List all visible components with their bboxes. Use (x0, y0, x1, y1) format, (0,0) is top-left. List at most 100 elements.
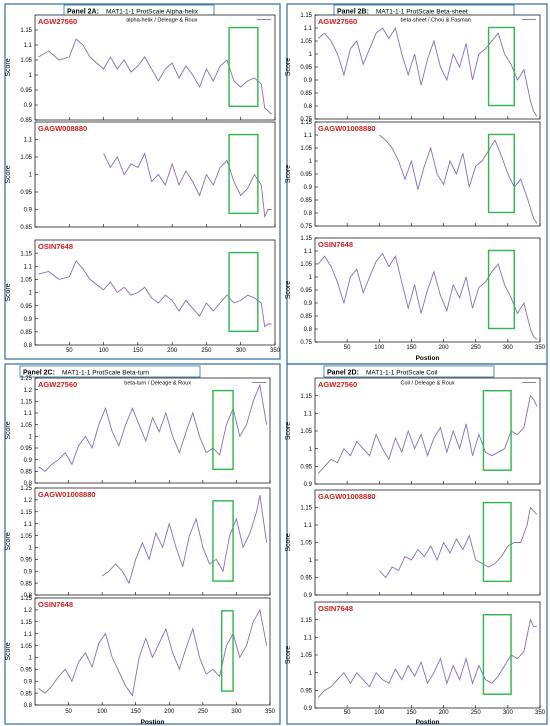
y-tick-label: 1 (309, 275, 313, 281)
x-tick-label: 50 (65, 709, 72, 715)
y-tick-label: 1.15 (300, 618, 312, 624)
series-line (317, 394, 538, 474)
y-tick-label: 1 (309, 159, 313, 165)
series-line (103, 152, 272, 219)
panel-border (4, 3, 281, 360)
highlight-box (228, 26, 259, 108)
y-tick-label: 0.85 (300, 91, 312, 97)
y-tick-label: 0.85 (20, 118, 32, 124)
highlight-box (487, 133, 515, 214)
y-tick-label: 0.75 (300, 340, 312, 346)
y-tick-label: 1.05 (300, 429, 312, 435)
x-tick-label: 200 (167, 348, 178, 354)
y-tick-label: 1.05 (20, 423, 32, 429)
subplot-agw27560: 0.9 0.95 1 1.05 1.1 1.15 Score AGW27560 Coil / D… (285, 377, 541, 488)
y-tick-label: 0.85 (20, 581, 32, 587)
x-tick-label: 300 (503, 345, 514, 351)
highlight-box (487, 26, 515, 107)
x-tick-label: 350 (270, 348, 281, 354)
y-tick-label: 0.9 (24, 103, 33, 109)
x-tick-label: 100 (97, 709, 108, 715)
y-tick-label: 1.1 (24, 138, 33, 144)
legend-text: Coil / Deleage & Roux (401, 381, 455, 387)
highlight-box (228, 251, 259, 333)
y-tick-label: 1.1 (24, 264, 33, 270)
y-axis-label: Score (285, 646, 292, 664)
subplot-osin7648: 0.8 0.85 0.9 0.95 1 1.05 1.1 1.15 1.2 1.25 Score OS… (5, 596, 276, 726)
y-tick-label: 0.9 (304, 593, 313, 599)
y-tick-label: 1.15 (300, 13, 312, 19)
y-tick-label: 1.05 (20, 534, 32, 540)
panel-header-box (19, 365, 201, 378)
y-tick-label: 1.1 (24, 43, 33, 49)
y-tick-label: 1 (309, 671, 313, 677)
x-tick-label: 100 (99, 348, 110, 354)
y-tick-label: 0.9 (304, 78, 313, 84)
gene-label: AGW27560 (318, 380, 357, 389)
y-tick-label: 0.8 (24, 481, 33, 487)
highlight-box (220, 610, 234, 692)
highlight-box (482, 390, 512, 471)
x-tick-label: 50 (344, 345, 351, 351)
legend-text: alpha-helix / Deleage & Roux (126, 18, 197, 24)
y-tick-label: 0.95 (20, 446, 32, 452)
x-axis-label: Postion (416, 719, 440, 726)
y-axis-label: Score (5, 58, 12, 76)
y-axis-label: Score (5, 532, 12, 550)
y-tick-label: 0.9 (24, 569, 33, 575)
x-tick-label: 150 (406, 710, 417, 716)
subplot-osin7648: 0.9 0.95 1 1.05 1.1 1.15 Score OSIN7648 50 100 150… (285, 601, 546, 726)
y-tick-label: 0.9 (24, 458, 33, 464)
y-tick-label: 1 (29, 73, 33, 79)
y-tick-label: 1 (309, 447, 313, 453)
series-line (317, 26, 538, 117)
x-tick-label: 200 (439, 710, 450, 716)
y-tick-label: 1.15 (300, 394, 312, 400)
x-tick-label: 150 (133, 348, 144, 354)
y-tick-label: 1.15 (300, 120, 312, 126)
y-tick-label: 1 (309, 558, 313, 564)
y-tick-label: 1.1 (304, 636, 313, 642)
y-tick-label: 0.95 (300, 465, 312, 471)
subplot-osin7648: 0.8 0.85 0.9 0.95 1 1.05 1.1 1.15 Score OSIN7648 5… (5, 239, 281, 354)
plot-area (314, 14, 541, 120)
highlight-box (212, 500, 234, 582)
plot-area (314, 601, 541, 709)
series-line (38, 383, 268, 472)
panel-title: MAT1-1-1 ProtScale Alpha-helix (106, 9, 199, 16)
series-line (38, 38, 272, 115)
y-axis-label: Score (5, 642, 12, 660)
y-tick-label: 0.85 (20, 691, 32, 697)
highlight-box (487, 249, 515, 330)
panel-2b: Panel 2B: MAT1-1-1 ProtScale Beta-sheet0.… (285, 3, 548, 365)
x-axis-label: Postion (141, 719, 165, 726)
x-axis-label: Postion (416, 355, 440, 362)
y-tick-label: 1.1 (24, 411, 33, 417)
panel-label: Panel 2C: (23, 370, 55, 377)
y-tick-label: 1.05 (20, 155, 32, 161)
y-tick-label: 1.1 (304, 412, 313, 418)
y-tick-label: 1.05 (300, 653, 312, 659)
y-tick-label: 0.9 (304, 706, 313, 712)
y-tick-label: 1.2 (24, 498, 33, 504)
series-line (101, 495, 268, 585)
y-tick-label: 1.05 (300, 39, 312, 45)
gene-label: AGW27560 (38, 17, 77, 26)
y-tick-label: 1.2 (24, 388, 33, 394)
plot-area (314, 121, 541, 227)
y-tick-label: 0.95 (300, 576, 312, 582)
subplot-agw27560: 0.85 0.9 0.95 1 1.05 1.1 1.15 Score AGW27560 alph… (5, 14, 276, 124)
subplot-osin7648: 0.75 0.8 0.85 0.9 0.95 1 1.05 1.1 1.15 Score OSIN7… (285, 236, 546, 362)
y-tick-label: 1.05 (300, 541, 312, 547)
y-tick-label: 1.1 (304, 133, 313, 139)
y-tick-label: 1 (29, 435, 33, 441)
x-tick-label: 100 (374, 710, 385, 716)
legend-text: beta-sheet / Chou & Fasman (401, 18, 471, 24)
y-tick-label: 0.9 (304, 185, 313, 191)
y-tick-label: 0.95 (20, 304, 32, 310)
subplot-gagw01008880: 0.9 0.95 1 1.05 1.1 1.15 Score GAGW01008880 (285, 489, 541, 599)
y-tick-label: 1.05 (300, 146, 312, 152)
x-tick-label: 150 (406, 345, 417, 351)
series-line (379, 134, 538, 224)
legend-text: beta-turn / Deleage & Roux (124, 381, 191, 387)
